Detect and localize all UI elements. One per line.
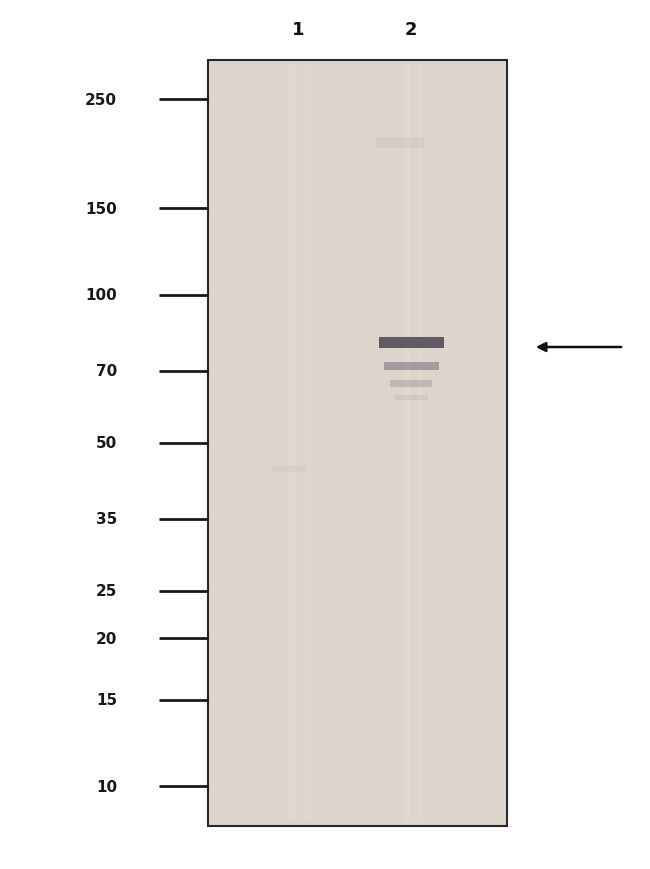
Text: 150: 150 (85, 202, 117, 216)
FancyBboxPatch shape (272, 466, 307, 473)
Text: 35: 35 (96, 512, 117, 527)
Text: 15: 15 (96, 693, 117, 707)
Text: 10: 10 (96, 779, 117, 794)
Text: 20: 20 (96, 631, 117, 647)
FancyBboxPatch shape (379, 337, 444, 348)
Text: 100: 100 (85, 288, 117, 303)
Text: 70: 70 (96, 364, 117, 379)
FancyBboxPatch shape (304, 65, 311, 821)
Text: 50: 50 (96, 435, 117, 451)
FancyBboxPatch shape (288, 65, 296, 821)
FancyBboxPatch shape (390, 381, 432, 387)
FancyBboxPatch shape (208, 61, 507, 826)
Text: 2: 2 (405, 22, 417, 39)
Text: 1: 1 (291, 22, 304, 39)
FancyBboxPatch shape (404, 65, 410, 821)
FancyBboxPatch shape (417, 65, 423, 821)
FancyBboxPatch shape (384, 362, 439, 370)
FancyBboxPatch shape (395, 395, 428, 401)
FancyBboxPatch shape (376, 138, 424, 149)
Text: 250: 250 (85, 92, 117, 108)
Text: 25: 25 (96, 583, 117, 599)
